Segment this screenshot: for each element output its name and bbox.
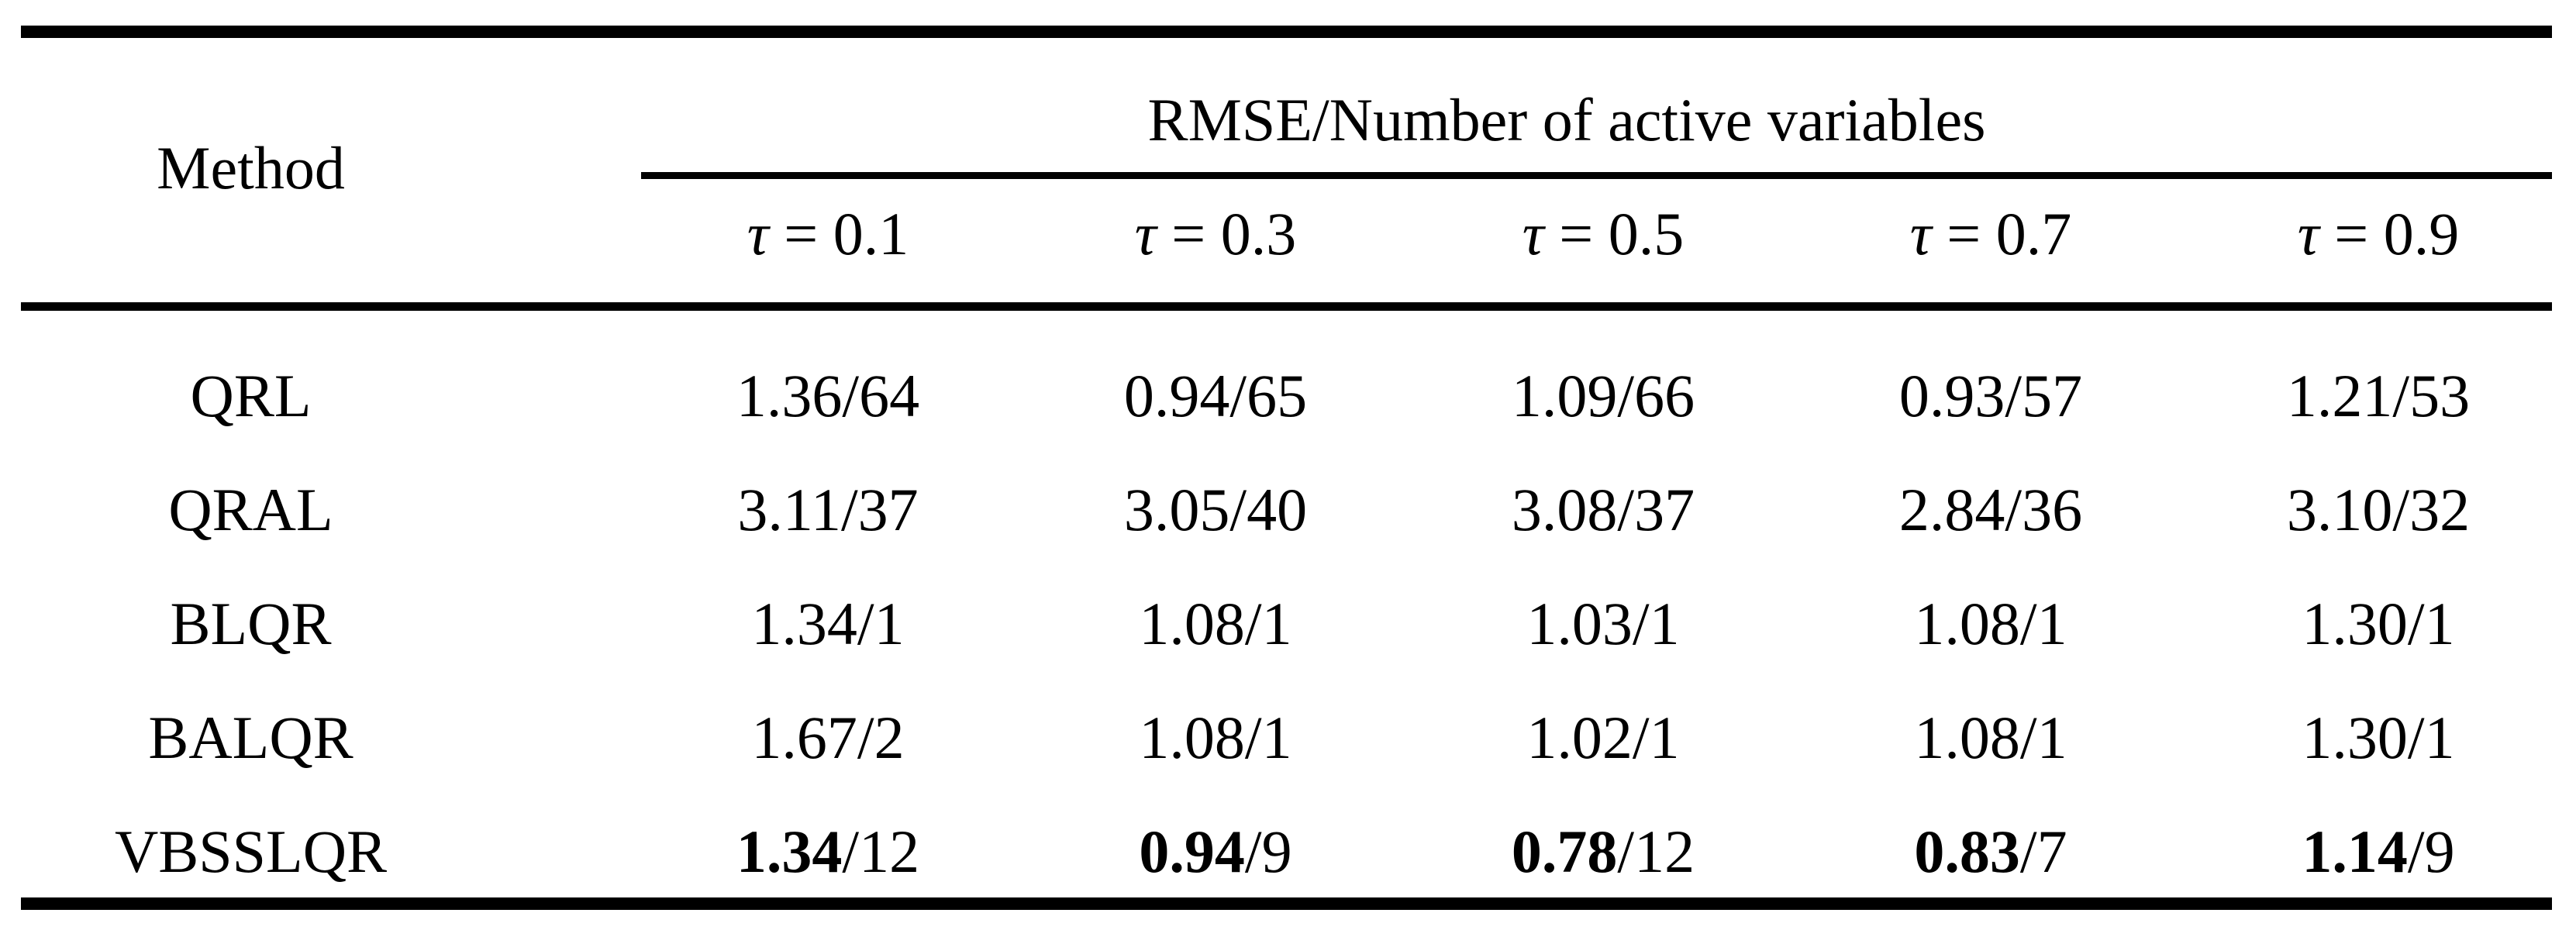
rmse-value: 1.08 xyxy=(1914,704,2020,771)
tau-header-0-1: τ = 0.1 xyxy=(747,200,909,267)
table-cell: 1.34/12 xyxy=(634,821,1022,883)
table-cell: 1.30/1 xyxy=(2185,707,2572,769)
rmse-value: 1.03 xyxy=(1526,590,1633,657)
rmse-value: 1.08 xyxy=(1139,590,1245,657)
rmse-value: 1.36 xyxy=(736,362,843,429)
rmse-value: 3.10 xyxy=(2286,476,2393,543)
rmse-value: 1.67 xyxy=(751,704,857,771)
active-vars-value: /32 xyxy=(2392,476,2471,543)
active-vars-value: /1 xyxy=(1244,704,1292,771)
table-cell: 1.02/1 xyxy=(1409,707,1797,769)
active-vars-value: /1 xyxy=(1244,590,1292,657)
top-rule xyxy=(21,26,2552,38)
rmse-value: 1.09 xyxy=(1511,362,1618,429)
table-cell: 3.08/37 xyxy=(1409,479,1797,541)
table-cell: 3.05/40 xyxy=(1022,479,1409,541)
rmse-value: 0.93 xyxy=(1898,362,2005,429)
active-vars-value: /1 xyxy=(2407,704,2455,771)
table-cell: 0.78/12 xyxy=(1409,821,1797,883)
active-vars-value: /37 xyxy=(840,476,919,543)
bottom-rule xyxy=(21,897,2552,910)
table-cell: 0.94/65 xyxy=(1022,365,1409,427)
tau-header-0-7: τ = 0.7 xyxy=(1909,200,2072,267)
rmse-value: 1.34 xyxy=(751,590,857,657)
table-cell: 1.67/2 xyxy=(634,707,1022,769)
active-vars-value: /12 xyxy=(842,818,920,885)
table-cell: 1.36/64 xyxy=(634,365,1022,427)
rmse-value: 2.84 xyxy=(1898,476,2005,543)
active-vars-value: /2 xyxy=(857,704,905,771)
active-vars-value: /1 xyxy=(1632,704,1680,771)
rmse-value: 1.14 xyxy=(2302,818,2408,885)
method-name-qrl: QRL xyxy=(190,362,312,429)
rmse-value: 3.05 xyxy=(1123,476,1230,543)
active-vars-value: /37 xyxy=(1617,476,1695,543)
active-vars-value: /64 xyxy=(842,362,920,429)
tau-header-0-3: τ = 0.3 xyxy=(1134,200,1297,267)
table-cell: 1.30/1 xyxy=(2185,593,2572,655)
table-cell: 1.08/1 xyxy=(1022,593,1409,655)
rmse-value: 0.94 xyxy=(1139,818,1245,885)
method-name-balqr: BALQR xyxy=(148,704,353,771)
table-cell: 3.11/37 xyxy=(634,479,1022,541)
table-cell: 0.83/7 xyxy=(1797,821,2185,883)
table-cell: 1.08/1 xyxy=(1022,707,1409,769)
active-vars-value: /66 xyxy=(1617,362,1695,429)
rmse-value: 1.30 xyxy=(2302,590,2408,657)
active-vars-value: /9 xyxy=(1244,818,1292,885)
tau-header-0-5: τ = 0.5 xyxy=(1522,200,1685,267)
table-cell: 0.93/57 xyxy=(1797,365,2185,427)
rmse-value: 3.11 xyxy=(737,476,841,543)
method-name-qral: QRAL xyxy=(168,476,333,543)
active-vars-value: /1 xyxy=(2019,704,2067,771)
table-cell: 1.34/1 xyxy=(634,593,1022,655)
active-vars-value: /1 xyxy=(1632,590,1680,657)
table-cell: 1.03/1 xyxy=(1409,593,1797,655)
mid-rule xyxy=(21,302,2552,311)
active-vars-value: /36 xyxy=(2005,476,2083,543)
table-cell: 1.21/53 xyxy=(2185,365,2572,427)
table-cell: 3.10/32 xyxy=(2185,479,2572,541)
rmse-value: 3.08 xyxy=(1511,476,1618,543)
active-vars-value: /40 xyxy=(1229,476,1308,543)
active-vars-value: /1 xyxy=(2019,590,2067,657)
table-cell: 2.84/36 xyxy=(1797,479,2185,541)
cmid-rule xyxy=(641,172,2552,179)
rmse-value: 1.34 xyxy=(736,818,843,885)
rmse-value: 0.83 xyxy=(1914,818,2020,885)
active-vars-value: /1 xyxy=(857,590,905,657)
tau-header-0-9: τ = 0.9 xyxy=(2297,200,2460,267)
active-vars-value: /12 xyxy=(1617,818,1695,885)
span-header: RMSE/Number of active variables xyxy=(1147,86,1986,153)
active-vars-value: /65 xyxy=(1229,362,1308,429)
rmse-value: 1.21 xyxy=(2286,362,2393,429)
table-cell: 1.08/1 xyxy=(1797,593,2185,655)
rmse-value: 1.08 xyxy=(1914,590,2020,657)
active-vars-value: /1 xyxy=(2407,590,2455,657)
method-column-header: Method xyxy=(157,134,345,202)
table-cell: 1.08/1 xyxy=(1797,707,2185,769)
rmse-value: 1.08 xyxy=(1139,704,1245,771)
rmse-value: 0.94 xyxy=(1123,362,1230,429)
active-vars-value: /7 xyxy=(2019,818,2067,885)
table-cell: 0.94/9 xyxy=(1022,821,1409,883)
rmse-value: 1.02 xyxy=(1526,704,1633,771)
table-cell: 1.09/66 xyxy=(1409,365,1797,427)
active-vars-value: /9 xyxy=(2407,818,2455,885)
active-vars-value: /57 xyxy=(2005,362,2083,429)
active-vars-value: /53 xyxy=(2392,362,2471,429)
method-name-blqr: BLQR xyxy=(170,590,332,657)
table-cell: 1.14/9 xyxy=(2185,821,2572,883)
rmse-value: 0.78 xyxy=(1511,818,1618,885)
rmse-value: 1.30 xyxy=(2302,704,2408,771)
method-name-vbsslqr: VBSSLQR xyxy=(114,818,388,885)
